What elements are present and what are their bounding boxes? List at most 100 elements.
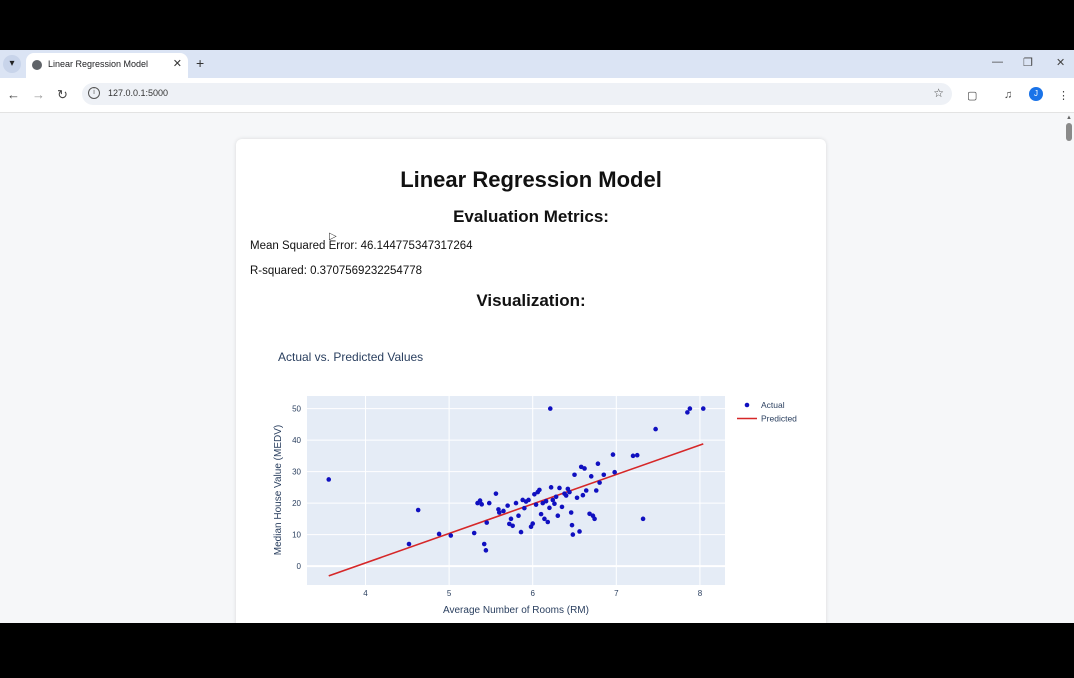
browser-window: ▾ Linear Regression Model ✕ + — ❐ ✕ ← → … — [0, 50, 1074, 623]
actual-point — [595, 461, 601, 467]
r2-metric: R-squared: 0.3707569232254778 — [250, 265, 423, 277]
site-info-icon[interactable]: i — [88, 87, 100, 99]
address-bar[interactable]: i 127.0.0.1:5000 ☆ — [82, 83, 952, 105]
actual-point — [587, 511, 592, 517]
content-card: Linear Regression Model Evaluation Metri… — [236, 139, 826, 623]
url-text: 127.0.0.1:5000 — [108, 88, 169, 98]
scroll-up-arrow-icon[interactable]: ▲ — [1066, 115, 1072, 121]
mouse-cursor-icon: ▷ — [329, 231, 337, 242]
y-tick-label: 0 — [297, 562, 302, 571]
actual-point — [610, 452, 616, 457]
actual-point — [540, 500, 546, 506]
actual-point — [582, 466, 587, 471]
x-tick-label: 4 — [363, 589, 368, 598]
actual-point — [685, 410, 690, 415]
x-axis-label: Average Number of Rooms (RM) — [443, 605, 589, 616]
actual-point — [687, 406, 693, 411]
visualization-heading: Visualization: — [476, 291, 586, 310]
chart-legend[interactable]: Actual Predicted — [737, 400, 797, 424]
bookmark-star-icon[interactable]: ☆ — [933, 86, 944, 100]
actual-point — [543, 498, 549, 504]
x-tick-label: 6 — [530, 589, 535, 598]
actual-point — [479, 502, 485, 507]
actual-point — [550, 497, 556, 503]
scroll-thumb[interactable] — [1066, 123, 1072, 141]
grid-lines — [307, 396, 725, 585]
actual-point — [496, 510, 502, 515]
predicted-line — [328, 443, 704, 577]
actual-point — [567, 489, 572, 495]
actual-point — [507, 521, 512, 527]
actual-point — [406, 541, 412, 547]
actual-point — [326, 477, 332, 482]
actual-point — [510, 523, 515, 529]
forward-icon[interactable]: → — [32, 87, 45, 102]
mse-metric: Mean Squared Error: 46.144775347317264 — [250, 240, 473, 252]
profile-avatar[interactable]: J — [1029, 87, 1043, 101]
axis-ticks: 4 5 6 7 8 0 10 20 30 40 50 — [292, 405, 703, 598]
actual-point — [483, 548, 489, 553]
actual-point — [530, 521, 536, 526]
actual-point — [640, 516, 646, 522]
actual-point — [415, 507, 421, 513]
back-icon[interactable]: ← — [7, 87, 20, 102]
actual-point — [700, 406, 706, 411]
y-axis-label: Median House Value (MEDV) — [273, 425, 284, 555]
actual-point — [568, 510, 574, 515]
actual-point — [552, 501, 557, 507]
browser-toolbar: ← → ↻ i 127.0.0.1:5000 ☆ ▢ ♫ J ⋮ — [0, 78, 1074, 113]
actual-point — [601, 472, 607, 478]
actual-point — [547, 505, 552, 511]
actual-point — [559, 504, 565, 510]
actual-point — [537, 487, 542, 493]
x-tick-label: 8 — [698, 589, 703, 598]
actual-point — [471, 530, 477, 536]
actual-point — [570, 532, 576, 537]
actual-point — [533, 502, 539, 507]
regression-chart[interactable]: Actual vs. Predicted Values 4 5 6 7 8 0 10 20 30… — [236, 329, 826, 623]
page-scrollbar[interactable]: ▲ — [1064, 113, 1074, 623]
actual-point — [547, 406, 553, 411]
minimize-icon[interactable]: — — [992, 56, 1003, 68]
actual-point — [583, 488, 589, 493]
actual-point — [577, 529, 582, 534]
reload-icon[interactable]: ↻ — [57, 87, 68, 102]
y-tick-label: 10 — [292, 531, 301, 540]
actual-point — [477, 498, 483, 503]
chart-title: Actual vs. Predicted Values — [278, 350, 423, 364]
actual-point — [612, 469, 617, 475]
actual-point — [574, 495, 580, 501]
actual-point — [545, 519, 551, 525]
actual-point — [569, 522, 575, 528]
actual-point — [597, 480, 602, 485]
new-tab-icon[interactable]: + — [196, 55, 205, 71]
actual-point — [513, 500, 519, 506]
restore-icon[interactable]: ❐ — [1023, 57, 1033, 69]
actual-point — [542, 516, 547, 522]
actual-point — [572, 472, 577, 478]
extensions-icon[interactable]: ▢ — [967, 90, 978, 102]
actual-point — [630, 453, 636, 459]
actual-point — [516, 513, 521, 518]
page-title: Linear Regression Model — [400, 167, 662, 192]
actual-point — [557, 485, 562, 491]
actual-point — [501, 508, 506, 514]
tab-active[interactable]: Linear Regression Model ✕ — [26, 53, 188, 78]
media-controls-icon[interactable]: ♫ — [1004, 89, 1013, 101]
actual-point — [448, 533, 454, 538]
close-window-icon[interactable]: ✕ — [1056, 57, 1066, 69]
tab-title: Linear Regression Model — [48, 59, 149, 69]
metrics-heading: Evaluation Metrics: — [453, 207, 609, 226]
y-tick-label: 40 — [292, 436, 301, 445]
actual-point — [555, 513, 561, 518]
actual-point — [653, 426, 658, 432]
close-tab-icon[interactable]: ✕ — [172, 58, 182, 70]
actual-point — [634, 452, 640, 458]
actual-point — [580, 492, 586, 498]
actual-point — [532, 491, 537, 497]
x-tick-label: 7 — [614, 589, 619, 598]
more-menu-icon[interactable]: ⋮ — [1058, 90, 1069, 102]
legend-actual-marker — [744, 402, 750, 408]
y-tick-label: 20 — [292, 499, 301, 508]
tab-search-icon[interactable]: ▾ — [3, 55, 21, 73]
